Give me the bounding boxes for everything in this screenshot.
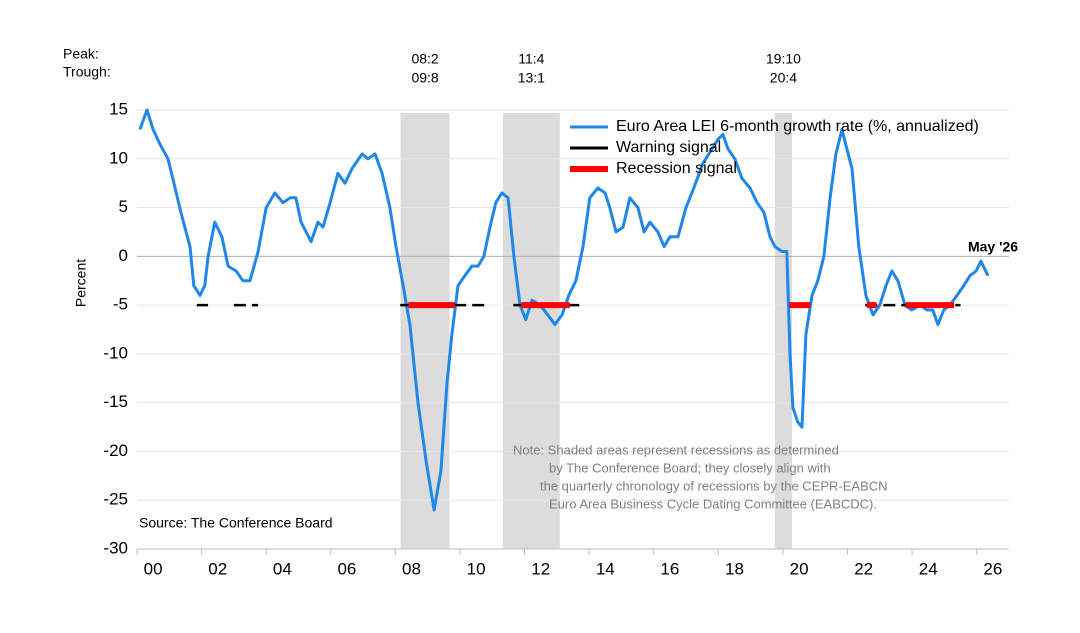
- note-line: Euro Area Business Cycle Dating Committe…: [549, 496, 877, 511]
- source: Source: The Conference Board: [139, 515, 333, 531]
- x-tick-label: 16: [660, 559, 679, 578]
- x-tick-label: 10: [467, 559, 486, 578]
- y-tick-label: 0: [119, 246, 128, 265]
- peak-label: Peak:: [63, 46, 99, 62]
- x-tick-label: 26: [983, 559, 1002, 578]
- trough-label: Trough:: [63, 64, 111, 80]
- note-line: by The Conference Board; they closely al…: [549, 460, 831, 475]
- recession-band: [502, 113, 560, 549]
- y-tick-label: -10: [103, 343, 128, 362]
- x-tick-label: 12: [531, 559, 550, 578]
- y-tick-label: -30: [103, 538, 128, 557]
- recession-peak: 11:4: [518, 51, 544, 67]
- x-tick-label: 14: [596, 559, 615, 578]
- recession-band: [774, 113, 792, 549]
- y-axis-label: Percent: [73, 259, 89, 307]
- x-tick-label: 06: [337, 559, 356, 578]
- recession-band: [400, 113, 450, 549]
- x-tick-label: 02: [208, 559, 227, 578]
- lei-line: [138, 108, 990, 512]
- x-tick-label: 22: [854, 559, 873, 578]
- y-tick-label: -25: [103, 490, 128, 509]
- y-tick-label: 5: [119, 197, 128, 216]
- recession-peak: 08:2: [411, 51, 438, 67]
- y-tick-label: 15: [109, 99, 128, 118]
- end-annotation: May '26: [968, 239, 1018, 255]
- y-tick-label: -20: [103, 441, 128, 460]
- x-tick-label: 00: [144, 559, 163, 578]
- y-tick-label: -15: [103, 392, 128, 411]
- y-tick-label: 10: [109, 148, 128, 167]
- legend-label: Euro Area LEI 6-month growth rate (%, an…: [616, 118, 979, 135]
- note-line: Note: Shaded areas represent recessions …: [513, 442, 839, 457]
- note-line: the quarterly chronology of recessions b…: [540, 478, 888, 493]
- x-tick-label: 18: [725, 559, 744, 578]
- x-tick-label: 08: [402, 559, 421, 578]
- x-tick-label: 24: [919, 559, 938, 578]
- recession-trough: 09:8: [411, 70, 438, 86]
- x-tick-label: 20: [790, 559, 809, 578]
- legend-label: Recession signal: [616, 160, 737, 177]
- y-tick-label: -5: [113, 295, 128, 314]
- legend-label: Warning signal: [616, 139, 721, 156]
- x-tick-label: 04: [273, 559, 292, 578]
- recession-trough: 20:4: [770, 70, 797, 86]
- recession-peak: 19:10: [766, 51, 801, 67]
- recession-trough: 13:1: [518, 70, 545, 86]
